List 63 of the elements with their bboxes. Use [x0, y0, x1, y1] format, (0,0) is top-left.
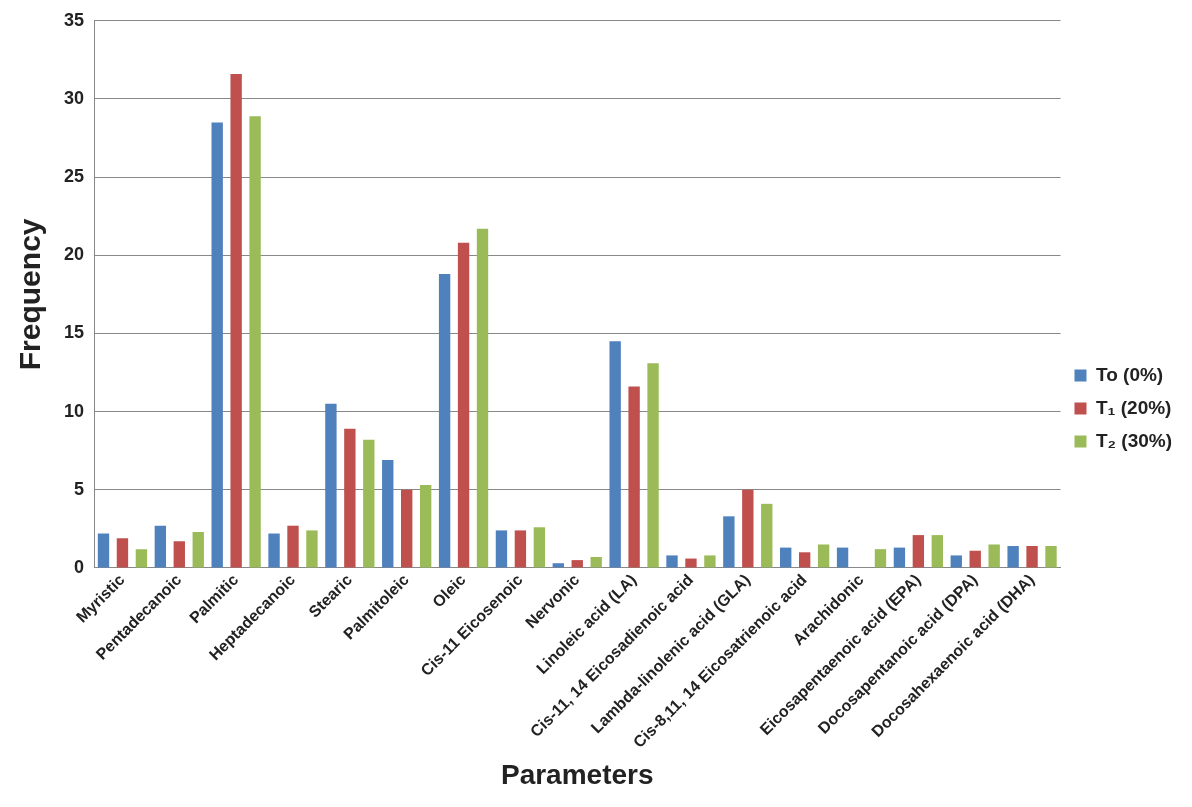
bar — [192, 531, 204, 568]
bar — [761, 503, 773, 568]
y-tick-label: 15 — [63, 322, 85, 343]
y-tick-label: 0 — [74, 556, 85, 577]
bar — [893, 547, 906, 568]
bar — [742, 489, 754, 568]
x-axis-title: Parameters — [500, 758, 654, 790]
bar — [419, 485, 432, 568]
bar — [780, 547, 792, 568]
bar — [628, 386, 640, 568]
bar — [495, 530, 508, 568]
bar — [666, 555, 678, 568]
bar — [97, 533, 110, 568]
y-tick-label: 10 — [63, 400, 85, 421]
bar — [457, 242, 470, 568]
bar — [268, 533, 280, 568]
bar — [571, 560, 583, 568]
bar — [836, 547, 849, 568]
legend-label: To (0%) — [1095, 363, 1164, 385]
bar — [476, 228, 489, 568]
bar — [988, 544, 1000, 568]
bar — [950, 555, 962, 568]
bar — [514, 530, 527, 568]
bar — [912, 535, 925, 568]
bar — [704, 555, 716, 568]
bar — [116, 538, 129, 568]
bar — [1045, 546, 1057, 568]
legend-label: T₁ (20%) — [1095, 396, 1172, 418]
bar — [590, 556, 602, 568]
y-tick-label: 20 — [63, 244, 85, 265]
bar — [154, 525, 167, 568]
bar — [249, 116, 261, 568]
bar — [306, 530, 318, 568]
bar — [325, 403, 337, 568]
bar — [817, 544, 830, 568]
bar — [533, 527, 546, 568]
bar — [363, 439, 375, 568]
y-axis-title: Frequency — [13, 218, 47, 371]
bar — [382, 460, 394, 568]
y-tick-label: 35 — [63, 9, 85, 30]
y-tick-label: 25 — [63, 166, 85, 187]
bar — [685, 558, 697, 568]
bar — [135, 549, 148, 568]
bar — [723, 516, 735, 568]
bar — [173, 541, 185, 568]
bar — [874, 549, 887, 568]
bar — [609, 341, 621, 568]
bar — [287, 525, 299, 568]
y-tick-label: 5 — [74, 478, 85, 499]
bar — [931, 535, 943, 568]
y-tick-label: 30 — [63, 87, 85, 108]
bar — [230, 73, 242, 568]
bar — [401, 489, 413, 568]
legend-label: T₂ (30%) — [1095, 429, 1173, 451]
bar — [969, 550, 981, 568]
bar — [647, 363, 659, 568]
bar — [1007, 546, 1019, 568]
bar — [552, 563, 564, 568]
bar — [211, 122, 223, 568]
bar — [438, 274, 451, 568]
bar — [1026, 546, 1038, 568]
bar — [344, 428, 356, 568]
bar — [798, 552, 811, 568]
